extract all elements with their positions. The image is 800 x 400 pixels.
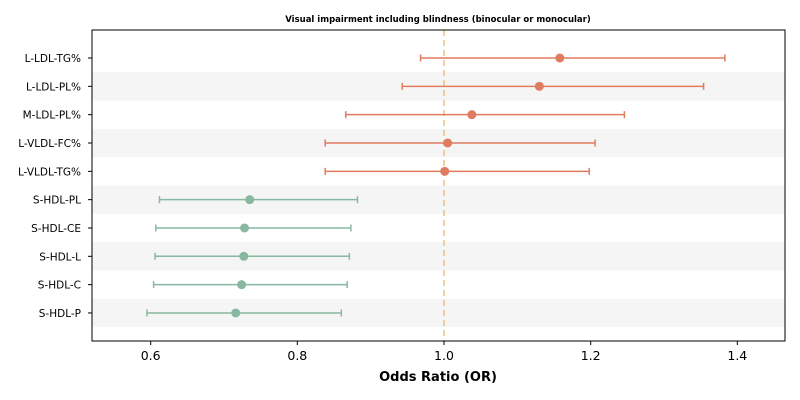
data-rows: [146, 53, 726, 318]
x-tick-label: 0.8: [287, 348, 307, 363]
y-tick-label: S-HDL-PL: [33, 195, 81, 207]
x-axis: 0.6 0.8 1.0 1.2 1.4: [141, 341, 747, 363]
or-point: [245, 195, 255, 205]
row-l-vldl-tg-: [324, 166, 590, 176]
row-s-hdl-pl: [158, 195, 359, 205]
chart-title: Visual impairment including blindness (b…: [285, 15, 591, 25]
row-s-hdl-c: [152, 280, 348, 290]
y-tick-label: M-LDL-PL%: [23, 110, 81, 122]
or-point: [534, 81, 544, 91]
or-point: [237, 280, 247, 290]
or-point: [231, 308, 241, 318]
y-tick-label: S-HDL-P: [39, 308, 81, 320]
y-tick-label: S-HDL-L: [39, 251, 81, 263]
x-tick-label: 1.2: [581, 348, 601, 363]
row-l-vldl-fc-: [324, 138, 596, 148]
or-point: [239, 251, 249, 261]
plot-frame: [91, 29, 786, 342]
row-s-hdl-ce: [155, 223, 352, 233]
y-tick-label: S-HDL-C: [38, 280, 81, 292]
row-l-ldl-tg-: [419, 53, 726, 63]
row-s-hdl-l: [154, 251, 351, 261]
or-point: [555, 53, 565, 63]
y-axis-labels: L-LDL-TG% L-LDL-PL% M-LDL-PL% L-VLDL-FC% L-V…: [18, 53, 92, 320]
x-tick-label: 1.4: [727, 348, 747, 363]
or-point: [440, 166, 450, 176]
row-m-ldl-pl-: [344, 110, 626, 120]
or-point: [240, 223, 250, 233]
or-point: [443, 138, 453, 148]
x-tick-label: 0.6: [141, 348, 161, 363]
y-tick-label: L-LDL-PL%: [26, 81, 81, 93]
or-point: [467, 110, 477, 120]
y-tick-label: L-LDL-TG%: [25, 53, 81, 65]
x-axis-label: Odds Ratio (OR): [379, 370, 497, 385]
row-s-hdl-p: [146, 308, 343, 318]
row-l-ldl-pl-: [401, 81, 705, 91]
y-tick-label: L-VLDL-TG%: [18, 166, 81, 178]
y-tick-label: S-HDL-CE: [31, 223, 81, 235]
y-tick-label: L-VLDL-FC%: [18, 138, 81, 150]
x-tick-label: 1.0: [434, 348, 454, 363]
